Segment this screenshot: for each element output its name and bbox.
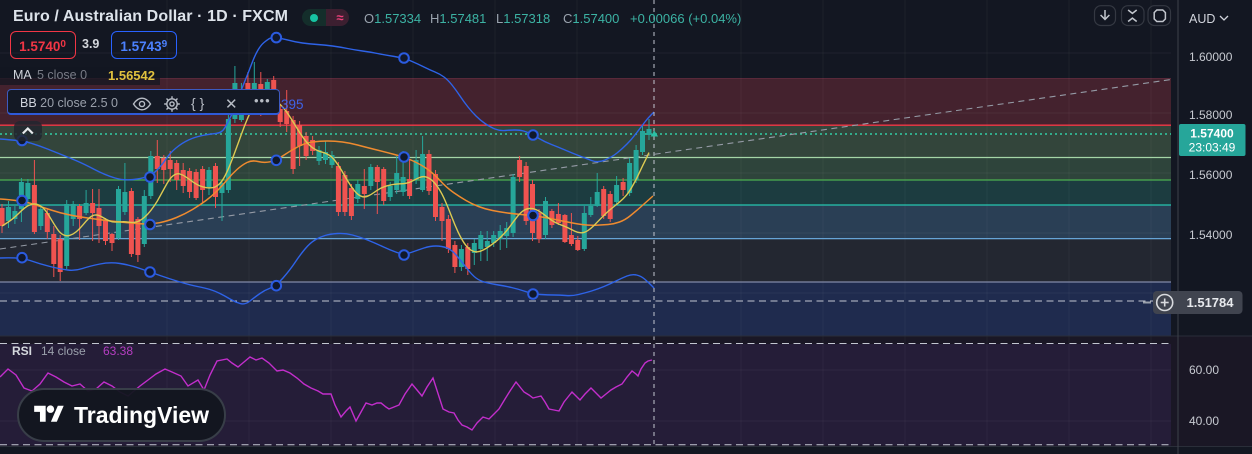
svg-text:1.56000: 1.56000 (1189, 168, 1233, 182)
svg-text:23:03:49: 23:03:49 (1189, 141, 1236, 155)
svg-text:1.54000: 1.54000 (1189, 228, 1233, 242)
svg-text:1.51784: 1.51784 (1187, 295, 1235, 310)
svg-text:AUD: AUD (1189, 12, 1215, 26)
svg-text:1.58000: 1.58000 (1189, 108, 1233, 122)
svg-text:1.60000: 1.60000 (1189, 50, 1233, 64)
svg-text:40.00: 40.00 (1189, 414, 1219, 428)
svg-text:60.00: 60.00 (1189, 363, 1219, 377)
svg-text:1.57400: 1.57400 (1190, 127, 1234, 141)
